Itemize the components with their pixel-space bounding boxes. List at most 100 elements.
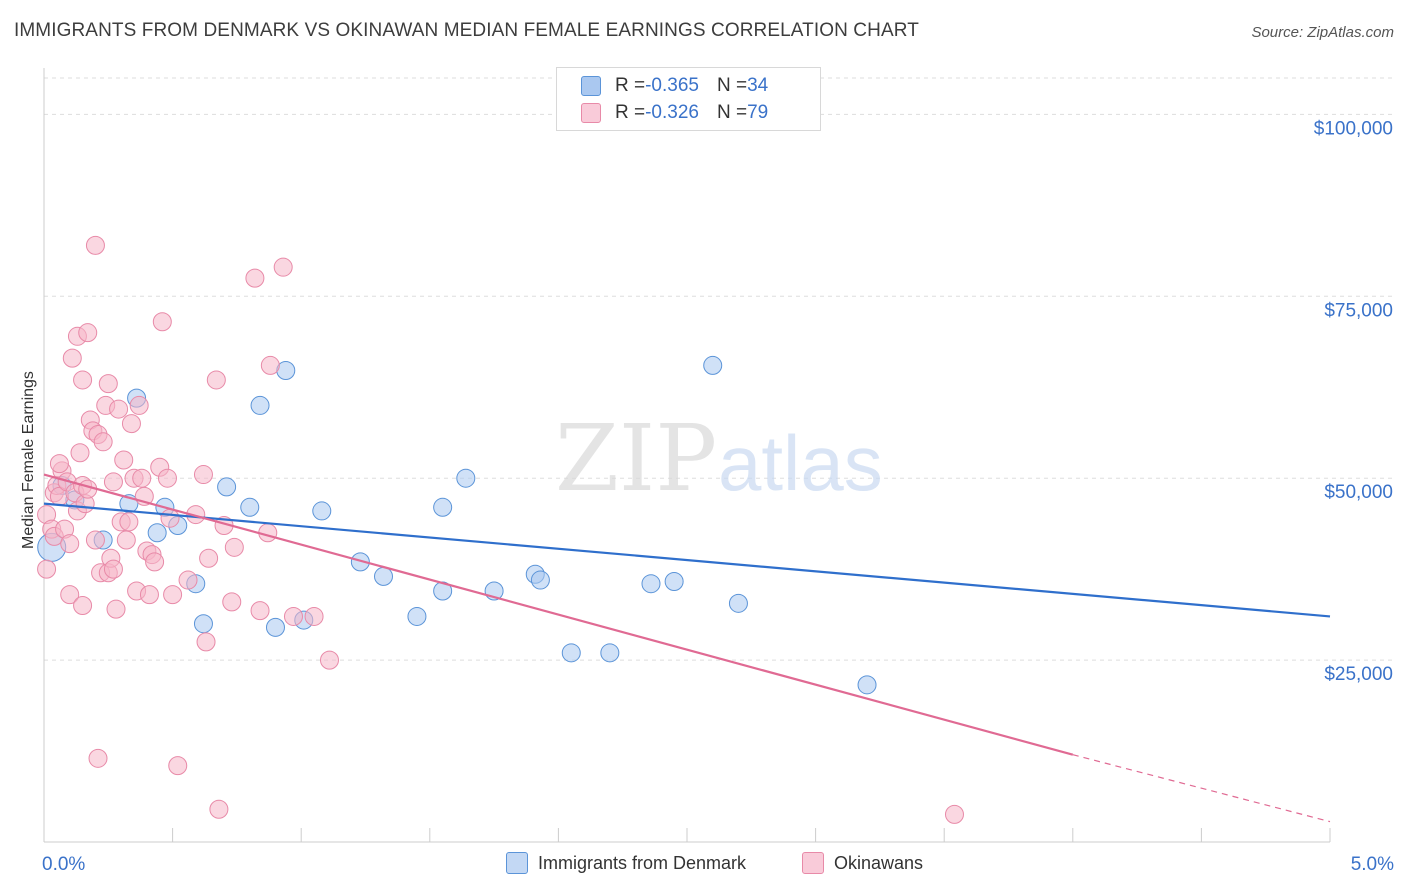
legend-row-okinawans: R = -0.326 N = 79	[581, 101, 768, 125]
legend-swatch-okinawans	[802, 852, 824, 874]
x-tick-label: 0.0%	[42, 854, 85, 875]
data-point-okinawans	[260, 355, 280, 375]
chart-title: IMMIGRANTS FROM DENMARK VS OKINAWAN MEDI…	[14, 20, 919, 41]
data-point-okinawans	[88, 748, 108, 768]
y-axis-label: Median Female Earnings	[20, 371, 37, 549]
data-point-denmark	[250, 395, 270, 415]
data-point-okinawans	[121, 414, 141, 434]
data-point-denmark	[561, 643, 581, 663]
data-point-okinawans	[196, 632, 216, 652]
data-point-okinawans	[49, 454, 69, 474]
data-point-denmark	[664, 572, 684, 592]
data-point-okinawans	[222, 592, 242, 612]
data-point-okinawans	[106, 599, 126, 619]
data-point-okinawans	[132, 468, 152, 488]
legend-swatch-denmark	[506, 852, 528, 874]
series-legend: Immigrants from Denmark Okinawans	[0, 852, 1406, 878]
data-point-denmark	[703, 355, 723, 375]
data-point-okinawans	[178, 570, 198, 590]
y-tick-label: $25,000	[1324, 664, 1393, 685]
y-tick-label: $100,000	[1314, 118, 1393, 139]
data-point-okinawans	[163, 585, 183, 605]
data-point-okinawans	[193, 465, 213, 485]
data-point-okinawans	[186, 505, 206, 525]
data-point-okinawans	[116, 530, 136, 550]
data-point-okinawans	[70, 443, 90, 463]
data-point-okinawans	[157, 468, 177, 488]
data-point-okinawans	[93, 432, 113, 452]
data-point-denmark	[350, 552, 370, 572]
source-label: Source: ZipAtlas.com	[1251, 24, 1394, 41]
data-point-okinawans	[145, 552, 165, 572]
data-point-denmark	[147, 523, 167, 543]
data-point-okinawans	[283, 606, 303, 626]
data-point-okinawans	[98, 374, 118, 394]
x-tick-label: 5.0%	[1351, 854, 1394, 875]
data-point-okinawans	[62, 348, 82, 368]
data-point-denmark	[728, 593, 748, 613]
legend-item-okinawans: Okinawans	[802, 852, 923, 874]
trend-line-okinawans-extrapolated	[1072, 754, 1331, 823]
legend-n-label: N =	[716, 102, 748, 123]
legend-r-value: -0.326	[645, 102, 699, 123]
data-point-okinawans	[60, 585, 80, 605]
data-point-okinawans	[60, 534, 80, 554]
data-point-denmark	[857, 675, 877, 695]
trend-line-denmark	[43, 502, 1331, 618]
data-point-okinawans	[73, 596, 93, 616]
data-point-okinawans	[944, 804, 964, 824]
data-point-okinawans	[129, 395, 149, 415]
data-point-denmark	[374, 566, 394, 586]
data-point-denmark	[312, 501, 332, 521]
data-point-denmark	[240, 497, 260, 517]
legend-r-label: R =	[615, 102, 646, 123]
y-tick-label: $75,000	[1324, 300, 1393, 321]
data-point-denmark	[265, 617, 285, 637]
data-point-okinawans	[209, 799, 229, 819]
data-point-okinawans	[152, 312, 172, 332]
data-point-okinawans	[160, 508, 180, 528]
data-point-okinawans	[304, 606, 324, 626]
data-point-denmark	[193, 614, 213, 634]
data-point-denmark	[217, 477, 237, 497]
legend-row-denmark: R = -0.365 N = 34	[581, 74, 768, 98]
legend-n-value: 34	[747, 75, 769, 96]
legend-r-value: -0.365	[645, 75, 699, 96]
y-tick-label: $50,000	[1324, 482, 1393, 503]
data-point-okinawans	[224, 537, 244, 557]
data-point-okinawans	[245, 268, 265, 288]
data-point-denmark	[600, 643, 620, 663]
data-point-okinawans	[37, 559, 57, 579]
data-point-okinawans	[73, 370, 93, 390]
data-point-okinawans	[119, 512, 139, 532]
data-point-okinawans	[139, 585, 159, 605]
legend-label-okinawans: Okinawans	[834, 852, 924, 873]
legend-n-value: 79	[747, 102, 769, 123]
legend-label-denmark: Immigrants from Denmark	[538, 852, 747, 873]
trend-line-okinawans	[43, 473, 1074, 756]
data-point-okinawans	[103, 559, 123, 579]
data-point-okinawans	[199, 548, 219, 568]
data-point-denmark	[641, 574, 661, 594]
data-point-okinawans	[250, 601, 270, 621]
data-point-okinawans	[103, 472, 123, 492]
legend-item-denmark: Immigrants from Denmark	[506, 852, 746, 874]
data-point-denmark	[433, 497, 453, 517]
legend-r-label: R =	[615, 75, 646, 96]
data-point-denmark	[456, 468, 476, 488]
data-point-okinawans	[273, 257, 293, 277]
legend-n-label: N =	[716, 75, 748, 96]
data-point-okinawans	[78, 323, 98, 343]
data-point-okinawans	[168, 756, 188, 776]
data-point-okinawans	[319, 650, 339, 670]
data-point-okinawans	[109, 399, 129, 419]
correlation-legend: R = -0.365 N = 34 R = -0.326 N = 79	[556, 67, 821, 131]
data-point-okinawans	[206, 370, 226, 390]
watermark-atlas: atlas	[718, 419, 883, 507]
data-point-denmark	[530, 570, 550, 590]
data-point-okinawans	[85, 530, 105, 550]
legend-swatch-okinawans	[581, 103, 601, 123]
data-point-denmark	[407, 606, 427, 626]
data-point-okinawans	[85, 235, 105, 255]
